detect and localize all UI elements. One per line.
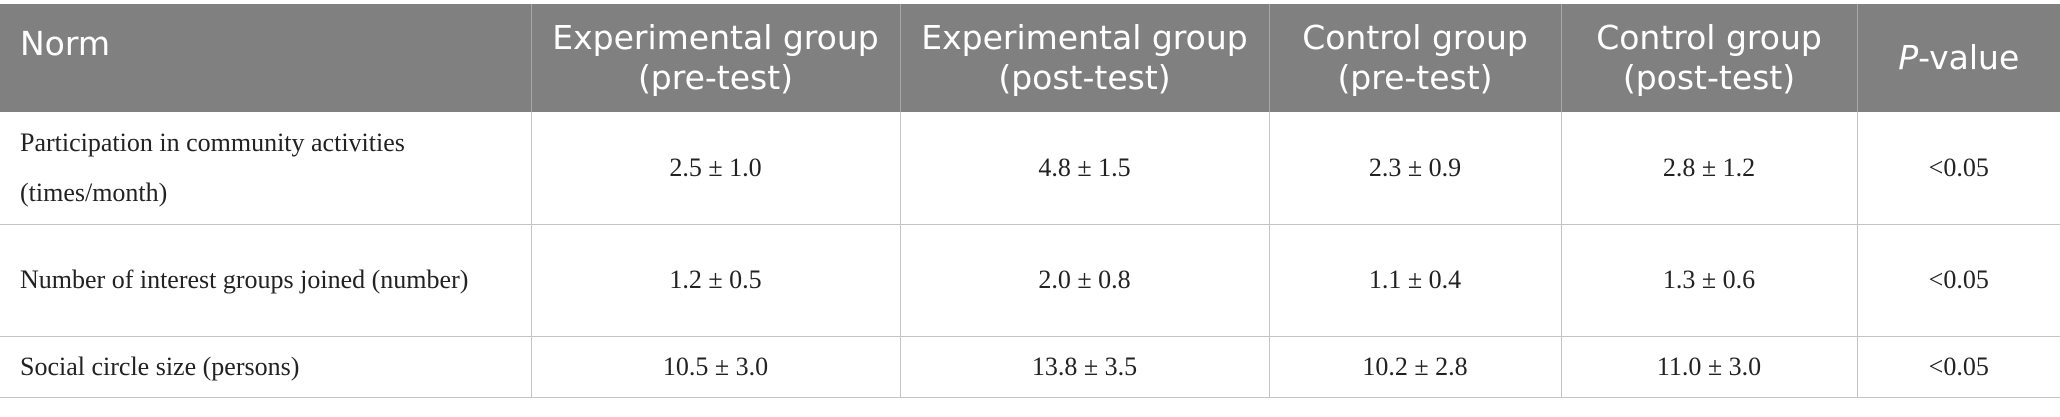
cell-control-post: 2.8 ± 1.2 — [1560, 112, 1857, 225]
header-control-post: Control group (post-test) — [1560, 4, 1857, 112]
cell-control-pre: 10.2 ± 2.8 — [1268, 336, 1561, 398]
table-row: Number of interest groups joined (number… — [0, 224, 2060, 337]
cell-experimental-pre: 1.2 ± 0.5 — [530, 224, 900, 337]
header-p-rest: -value — [1918, 38, 2020, 77]
header-row: Norm Experimental group (pre-test) Exper… — [0, 4, 2060, 112]
cell-experimental-pre: 10.5 ± 3.0 — [530, 336, 900, 398]
cell-norm: Social circle size (persons) — [0, 336, 531, 398]
table-body: Participation in community activities (t… — [0, 112, 2060, 398]
header-experimental-pre: Experimental group (pre-test) — [530, 4, 900, 112]
cell-control-pre: 2.3 ± 0.9 — [1268, 112, 1561, 225]
cell-control-pre: 1.1 ± 0.4 — [1268, 224, 1561, 337]
cell-p-value: <0.05 — [1856, 336, 2060, 398]
cell-experimental-post: 2.0 ± 0.8 — [899, 224, 1269, 337]
cell-experimental-pre: 2.5 ± 1.0 — [530, 112, 900, 225]
table-row: Participation in community activities (t… — [0, 112, 2060, 225]
cell-norm: Participation in community activities (t… — [0, 112, 531, 225]
data-table-container: Norm Experimental group (pre-test) Exper… — [0, 4, 2060, 398]
header-norm: Norm — [0, 4, 531, 112]
cell-control-post: 1.3 ± 0.6 — [1560, 224, 1857, 337]
table-header: Norm Experimental group (pre-test) Exper… — [0, 4, 2060, 112]
cell-norm: Number of interest groups joined (number… — [0, 224, 531, 337]
header-p-italic: P — [1898, 38, 1919, 77]
cell-p-value: <0.05 — [1856, 112, 2060, 225]
header-experimental-post: Experimental group (post-test) — [899, 4, 1269, 112]
cell-experimental-post: 13.8 ± 3.5 — [899, 336, 1269, 398]
header-control-pre: Control group (pre-test) — [1268, 4, 1561, 112]
data-table: Norm Experimental group (pre-test) Exper… — [0, 4, 2060, 398]
cell-experimental-post: 4.8 ± 1.5 — [899, 112, 1269, 225]
table-row: Social circle size (persons) 10.5 ± 3.0 … — [0, 336, 2060, 398]
header-p-value: P-value — [1856, 4, 2060, 112]
cell-control-post: 11.0 ± 3.0 — [1560, 336, 1857, 398]
cell-p-value: <0.05 — [1856, 224, 2060, 337]
